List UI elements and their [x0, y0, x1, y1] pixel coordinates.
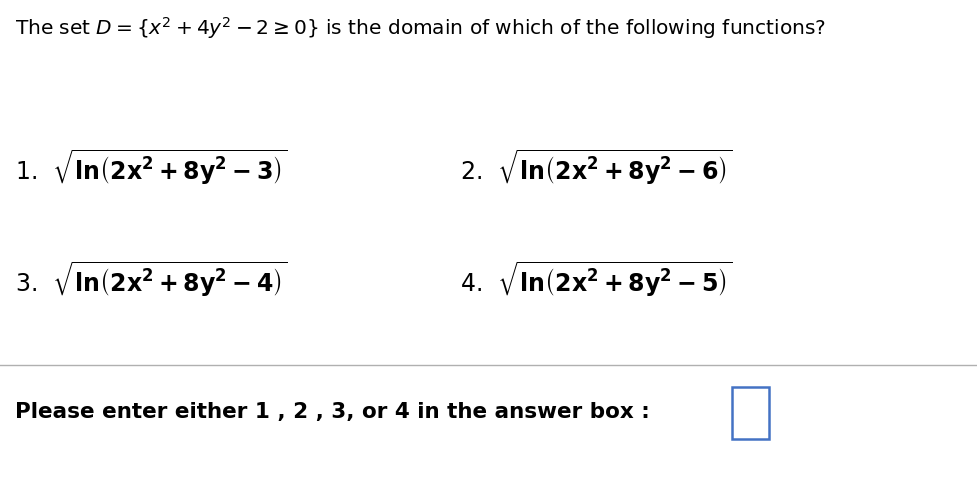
- Text: Please enter either 1 , 2 , 3, or 4 in the answer box :: Please enter either 1 , 2 , 3, or 4 in t…: [15, 402, 649, 422]
- Text: The set $D = \{ x^2 + 4y^2 - 2 \geq 0 \}$ is the domain of which of the followin: The set $D = \{ x^2 + 4y^2 - 2 \geq 0 \}…: [15, 15, 825, 41]
- Text: 3.  $\sqrt{\bf{ln}\left(\bf{2x^2 + 8y^2 - 4}\right)}$: 3. $\sqrt{\bf{ln}\left(\bf{2x^2 + 8y^2 -…: [15, 260, 287, 299]
- Text: 1.  $\sqrt{\bf{ln}\left(\bf{2x^2 + 8y^2 - 3}\right)}$: 1. $\sqrt{\bf{ln}\left(\bf{2x^2 + 8y^2 -…: [15, 147, 287, 187]
- Text: 2.  $\sqrt{\bf{ln}\left(\bf{2x^2 + 8y^2 - 6}\right)}$: 2. $\sqrt{\bf{ln}\left(\bf{2x^2 + 8y^2 -…: [459, 147, 732, 187]
- Text: 4.  $\sqrt{\bf{ln}\left(\bf{2x^2 + 8y^2 - 5}\right)}$: 4. $\sqrt{\bf{ln}\left(\bf{2x^2 + 8y^2 -…: [459, 260, 732, 299]
- FancyBboxPatch shape: [731, 387, 768, 439]
